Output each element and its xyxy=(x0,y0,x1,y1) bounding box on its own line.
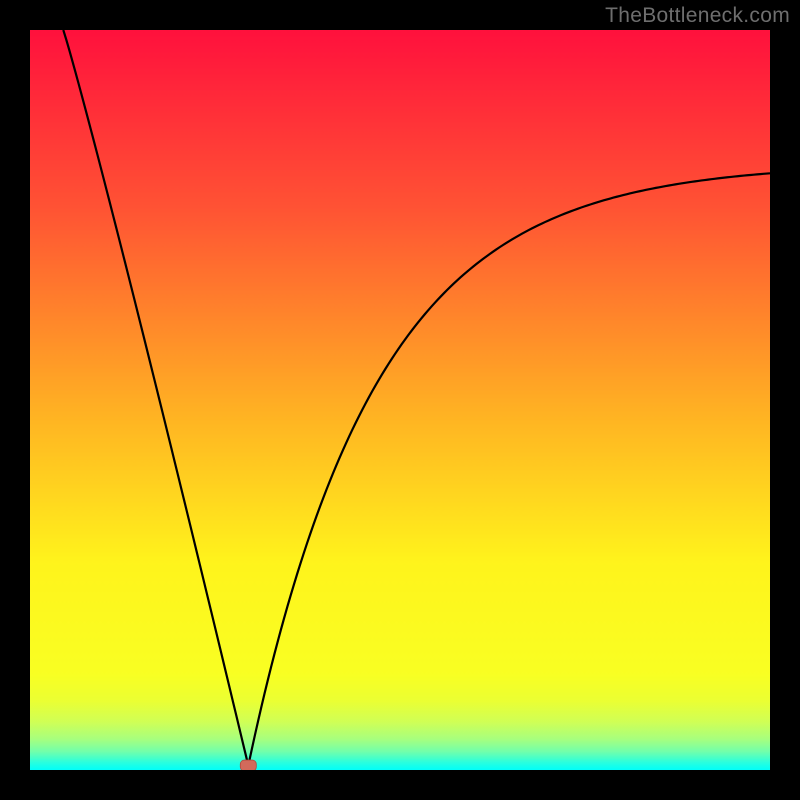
chart-frame: TheBottleneck.com xyxy=(0,0,800,800)
plot-area xyxy=(30,30,770,770)
background-gradient xyxy=(30,30,770,770)
watermark-text: TheBottleneck.com xyxy=(605,4,790,28)
